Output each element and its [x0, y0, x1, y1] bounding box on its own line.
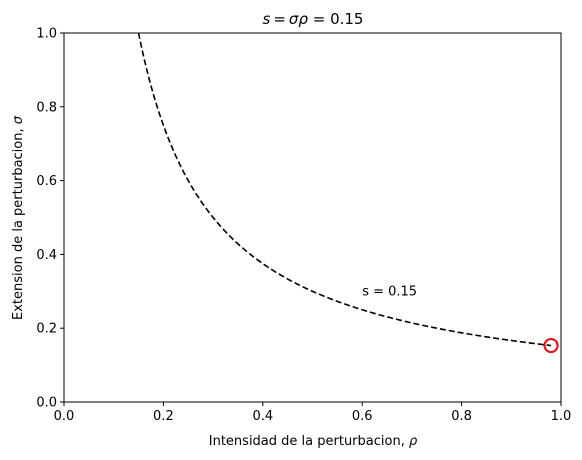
axes-frame	[63, 32, 562, 403]
endpoint-marker	[543, 337, 559, 354]
x-tick-label: 1.0	[551, 409, 572, 424]
x-axis-label-symbol: ρ	[409, 434, 418, 449]
x-tick-label: 0.4	[252, 409, 273, 424]
title-rho: ρ	[298, 10, 308, 28]
x-axis: 0.0 0.2 0.4 0.6 0.8 1.0	[54, 402, 572, 424]
title-rest: = 0.15	[308, 10, 364, 28]
chart-title: s = σρ = 0.15	[263, 10, 364, 28]
x-tick-label: 0.6	[352, 409, 373, 424]
y-tick-label: 0.0	[36, 396, 57, 411]
x-tick-label: 0.8	[451, 409, 472, 424]
curve-annotation: s = 0.15	[362, 284, 417, 299]
y-tick-label: 1.0	[36, 27, 57, 42]
title-sigma: σ	[289, 10, 299, 28]
x-tick-label: 0.0	[54, 409, 75, 424]
y-axis-label-symbol: σ	[11, 115, 26, 124]
plot-area	[63, 32, 562, 403]
title-s: s	[263, 10, 271, 28]
y-tick-label: 0.6	[36, 174, 57, 189]
series-line-0	[137, 33, 552, 347]
y-tick-label: 0.8	[36, 100, 57, 115]
y-tick-label: 0.2	[36, 322, 57, 337]
x-axis-label-text: Intensidad de la perturbacion,	[209, 434, 409, 449]
y-axis-label-text: Extension de la perturbacion,	[11, 124, 26, 320]
y-tick-label: 0.4	[36, 248, 57, 263]
x-tick-label: 0.2	[153, 409, 174, 424]
x-axis-label: Intensidad de la perturbacion, ρ	[209, 434, 418, 449]
y-axis: 0.0 0.2 0.4 0.6 0.8 1.0	[36, 27, 64, 411]
title-eq: =	[273, 10, 286, 28]
y-axis-label: Extension de la perturbacion, σ	[11, 115, 26, 320]
